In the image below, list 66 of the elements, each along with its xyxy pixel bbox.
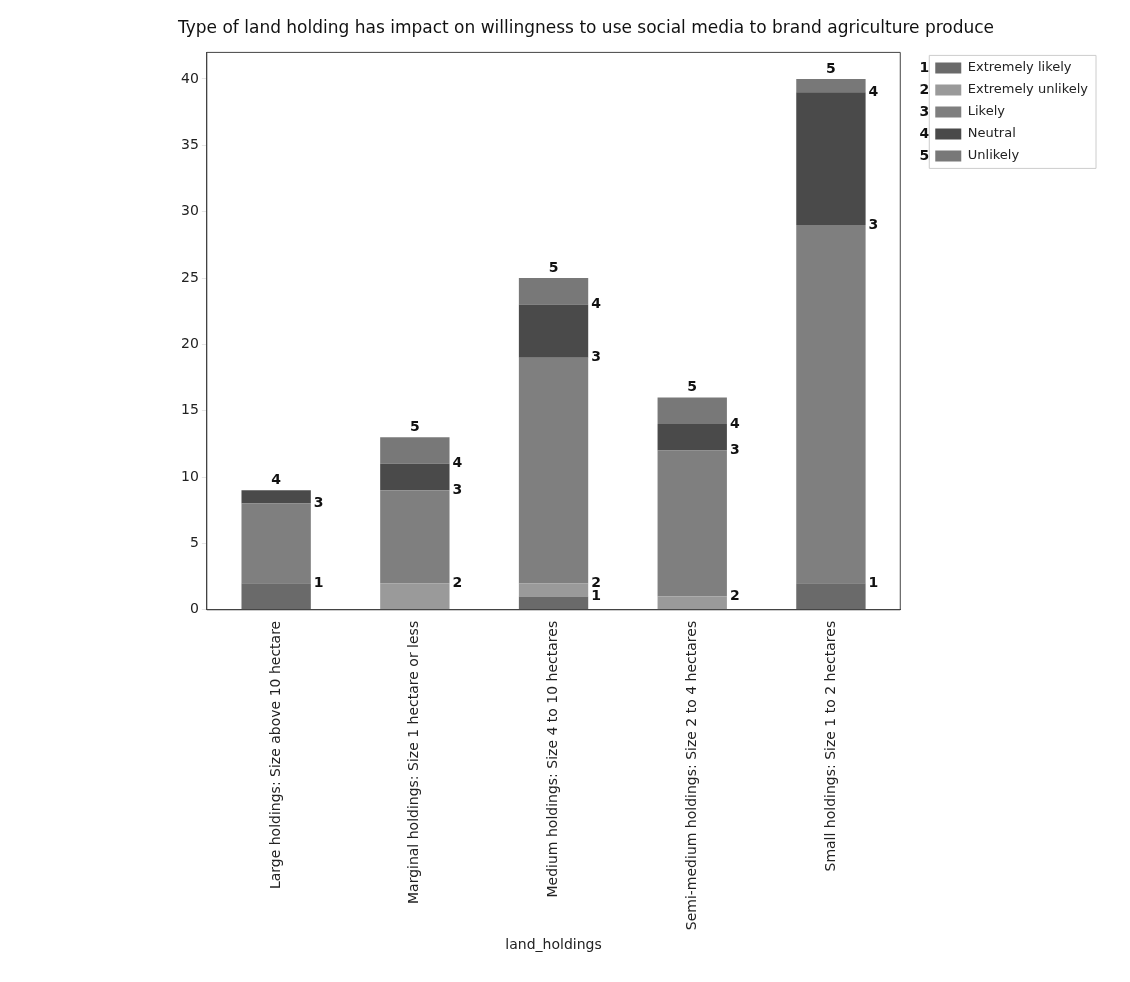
annotation: 4	[868, 82, 879, 99]
annotation: 2	[452, 573, 463, 590]
legend-label: Likely	[967, 103, 1006, 119]
text: 5	[919, 146, 930, 163]
bar	[380, 583, 450, 610]
annotation: 3	[868, 215, 879, 232]
annotation: 5	[687, 378, 698, 395]
annotation: 5	[409, 417, 420, 434]
annotation: 5	[548, 258, 559, 275]
annotation: 3	[452, 480, 463, 497]
bar	[657, 596, 727, 610]
bar	[657, 397, 727, 424]
x-tick-label: Large holdings: Size above 10 hectare	[266, 620, 283, 890]
bar	[657, 450, 727, 597]
x-tick-label: Small holdings: Size 1 to 2 hectares	[821, 620, 838, 872]
y-tick-label: 5	[189, 534, 199, 551]
annotation: 1	[868, 573, 879, 590]
annotation: 2	[591, 573, 601, 590]
annotation: 2	[729, 587, 740, 604]
x-tick-label: Semi-medium holdings: Size 2 to 4 hectares	[682, 620, 699, 931]
bar	[796, 92, 866, 225]
bar	[380, 437, 450, 464]
annotation: 1	[591, 587, 601, 604]
y-tick-label: 10	[180, 467, 199, 484]
annotation: 3	[729, 441, 740, 458]
y-tick-label: 20	[180, 335, 199, 352]
text: 1	[919, 58, 930, 75]
annotation: 3	[313, 494, 324, 511]
x-axis-title: land_holdings	[505, 936, 602, 953]
legend-label: Extremely unlikely	[967, 81, 1089, 97]
bar	[241, 503, 311, 584]
legend-label: Extremely likely	[967, 59, 1072, 75]
x-tick-label: Medium holdings: Size 4 to 10 hectares	[544, 620, 561, 898]
bar	[241, 490, 311, 504]
bar	[380, 463, 450, 491]
bar	[518, 596, 589, 610]
annotation: 4	[271, 470, 282, 487]
legend-label: Unlikely	[967, 147, 1020, 163]
y-tick-label: 0	[189, 600, 199, 617]
bar	[518, 357, 589, 584]
bar	[518, 278, 589, 305]
annotation: 1	[313, 573, 324, 590]
bar	[796, 224, 866, 584]
bar	[241, 583, 311, 610]
bar	[796, 78, 866, 93]
y-tick-label: 30	[180, 202, 199, 219]
annotation: 4	[729, 414, 740, 431]
annotation: 4	[591, 295, 602, 312]
text: 4	[919, 124, 930, 141]
annotation: 3	[591, 348, 601, 365]
text: 2	[919, 80, 930, 97]
x-tick-label: Marginal holdings: Size 1 hectare or less	[405, 620, 422, 905]
y-tick-label: 15	[180, 401, 199, 418]
bar	[380, 490, 450, 584]
bar	[796, 583, 866, 610]
annotation: 4	[452, 454, 463, 471]
bar	[518, 304, 589, 358]
text: 3	[919, 102, 930, 119]
bar	[518, 583, 589, 597]
y-tick-label: 40	[180, 69, 199, 86]
y-tick-label: 35	[180, 135, 199, 152]
y-tick-label: 25	[180, 268, 199, 285]
legend-label: Neutral	[967, 125, 1016, 141]
annotation: 5	[826, 59, 836, 76]
chart-title: Type of land holding has impact on willingness to use social media to brand agriculture produce	[177, 16, 995, 37]
bar	[657, 424, 727, 451]
